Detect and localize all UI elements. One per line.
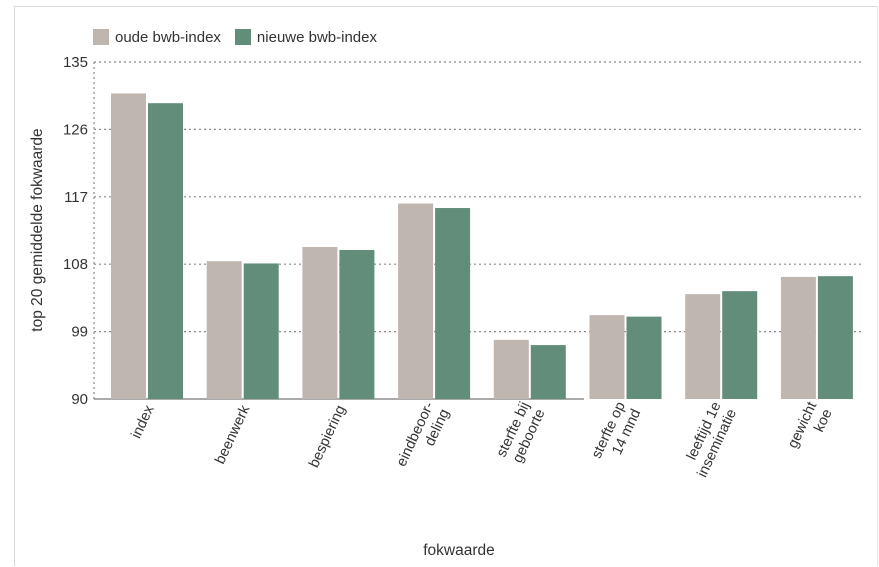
bar-nieuwe: [530, 345, 566, 399]
bar-nieuwe: [626, 316, 662, 399]
bar-oude: [493, 339, 529, 399]
x-category-label-line: beenwerk: [212, 402, 253, 466]
x-category-label: index: [128, 402, 157, 441]
x-category-label: eindbeoor-deling: [394, 399, 453, 476]
x-category-label-line: bespiering: [306, 403, 349, 470]
bar-oude: [685, 294, 721, 399]
y-axis-title: top 20 gemiddelde fokwaarde: [29, 128, 46, 331]
y-tick-label: 117: [64, 189, 88, 206]
legend-item-oude: oude bwb-index: [93, 29, 221, 46]
x-category-label: beenwerk: [212, 402, 253, 466]
x-category-label-line: index: [128, 402, 157, 441]
legend-item-nieuwe: nieuwe bwb-index: [234, 28, 377, 46]
bar-oude: [206, 261, 242, 399]
x-axis-title: fokwaarde: [423, 542, 495, 559]
bar-oude: [111, 93, 146, 399]
legend-swatch-oude: [93, 29, 109, 45]
bar-oude: [302, 246, 338, 399]
legend: oude bwb-index nieuwe bwb-index: [93, 27, 391, 47]
legend-label-oude: oude bwb-index: [115, 28, 221, 46]
y-tick-label: 126: [63, 121, 88, 138]
y-tick-label: 99: [71, 324, 88, 341]
chart-frame: [14, 6, 878, 566]
y-tick-label: 90: [71, 391, 88, 408]
bar-nieuwe: [339, 249, 375, 399]
bar-nieuwe: [817, 276, 853, 399]
x-category-label: gewichtkoe: [785, 400, 836, 459]
x-category-label: sterfte bijgeboorte: [494, 400, 549, 467]
legend-label-nieuwe: nieuwe bwb-index: [256, 28, 377, 46]
x-category-label: bespiering: [306, 403, 349, 470]
bar-nieuwe: [148, 103, 183, 399]
bar-nieuwe: [435, 208, 471, 399]
bar-nieuwe: [722, 291, 758, 399]
bar-oude: [589, 315, 625, 399]
bar-nieuwe: [243, 263, 279, 399]
legend-swatch-nieuwe: [234, 29, 251, 45]
x-category-label: sterfte op14 mnd: [589, 400, 644, 469]
y-tick-label: 135: [63, 54, 88, 71]
x-category-label: leeftijd 1einseminatie: [679, 400, 740, 480]
y-tick-label: 108: [63, 256, 88, 273]
bar-oude: [780, 276, 816, 399]
bar-oude: [398, 203, 434, 399]
